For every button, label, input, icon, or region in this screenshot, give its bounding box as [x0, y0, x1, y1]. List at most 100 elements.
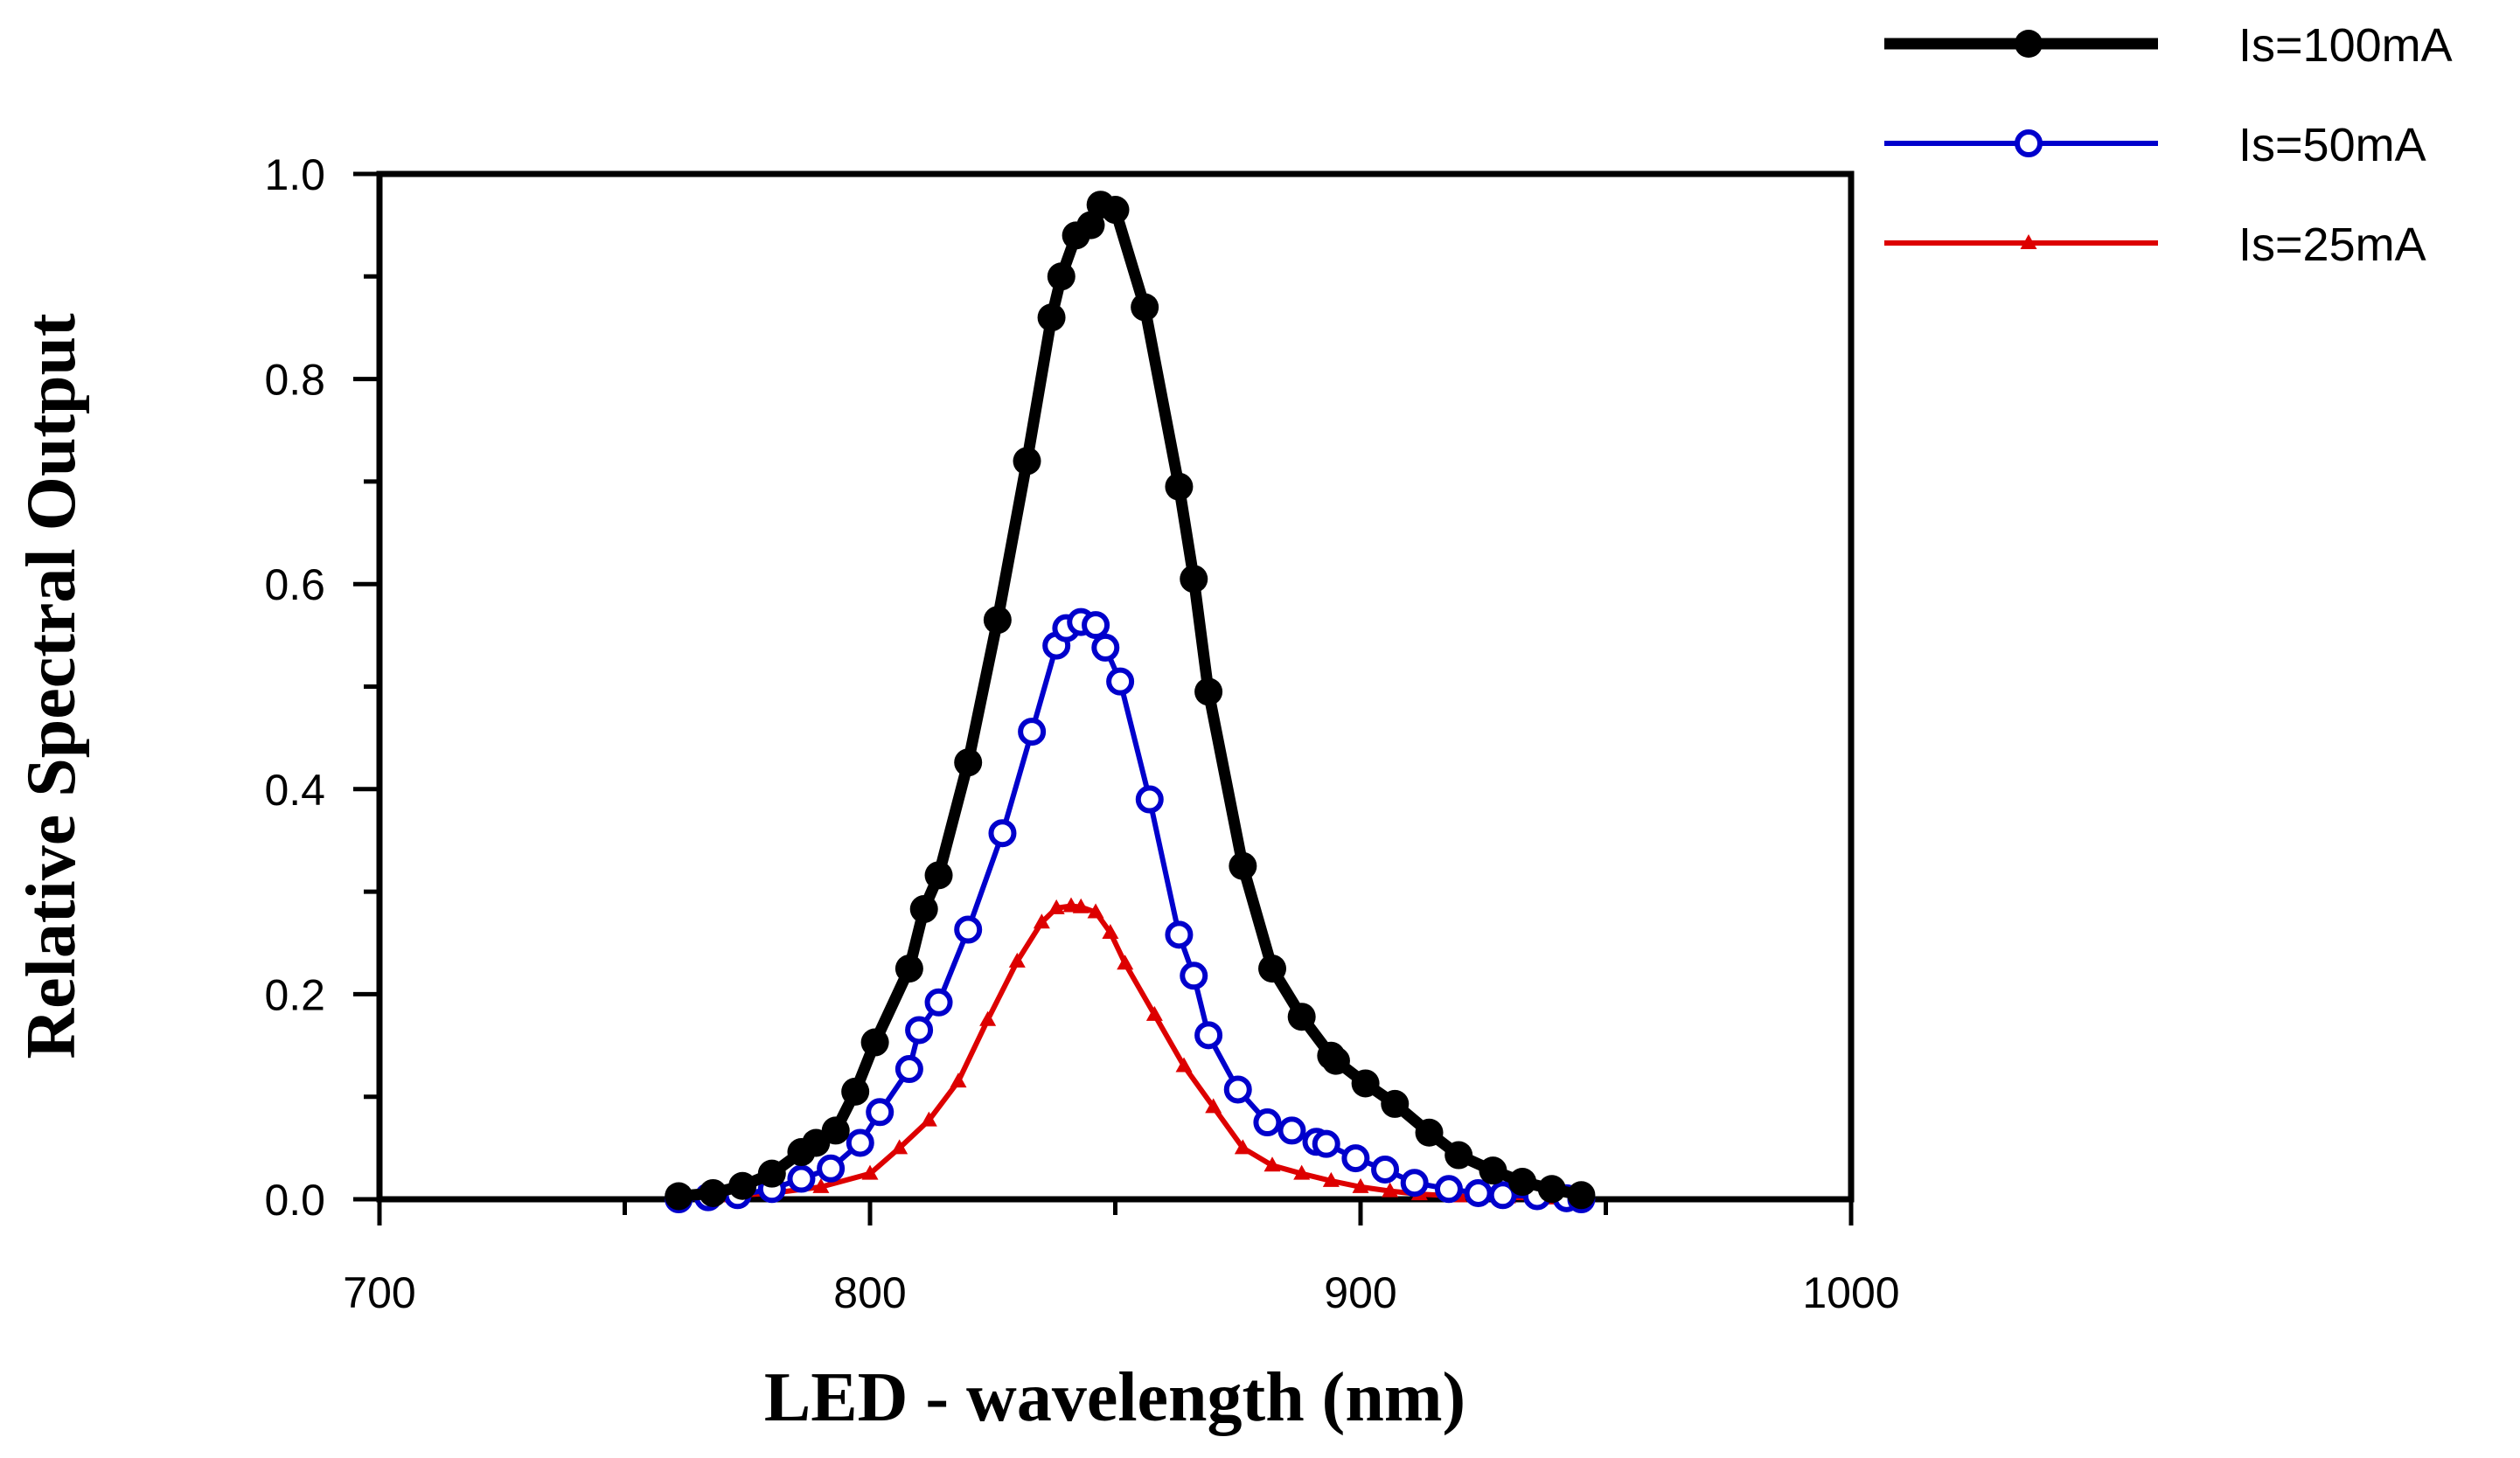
data-point: [895, 955, 923, 983]
data-point: [1145, 1005, 1163, 1021]
data-point: [1371, 1155, 1400, 1184]
legend: Is=100mA Is=50mA Is=25mA: [1884, 19, 2453, 271]
data-point: [1062, 897, 1080, 913]
data-point: [1205, 1098, 1222, 1114]
data-point: [1263, 1156, 1281, 1172]
data-point: [1567, 1181, 1596, 1210]
data-point: [920, 1111, 937, 1127]
data-point: [909, 895, 938, 924]
data-point: [1047, 262, 1076, 291]
axes: 700 800 900 1000 0.0 0.2 0.4 0.6 0.8 1.0: [264, 150, 1899, 1317]
legend-label: Is=50mA: [2238, 119, 2426, 171]
data-point: [1102, 924, 1119, 940]
series-Is=100mA: [665, 191, 1596, 1211]
data-point: [905, 1016, 934, 1045]
data-point: [1341, 1144, 1370, 1173]
data-point: [1464, 1178, 1493, 1207]
data-point: [728, 1171, 757, 1200]
legend-label: Is=25mA: [2238, 219, 2426, 271]
data-point: [699, 1178, 727, 1207]
data-point: [861, 1164, 879, 1180]
data-point: [846, 1128, 874, 1157]
data-point: [1234, 1139, 1251, 1155]
legend-marker: [2020, 234, 2037, 249]
data-point: [895, 1055, 923, 1084]
data-point: [1175, 1057, 1193, 1073]
data-point: [1312, 1129, 1340, 1158]
legend-entry: Is=50mA: [1884, 119, 2426, 171]
legend-entry: Is=25mA: [1884, 219, 2426, 271]
x-tick-label: 800: [833, 1268, 906, 1317]
data-point: [817, 1154, 846, 1183]
data-point: [1381, 1089, 1410, 1118]
data-point: [787, 1164, 816, 1193]
series-line: [678, 619, 1582, 1202]
data-point: [1488, 1181, 1517, 1210]
data-point: [1258, 955, 1287, 983]
data-point: [1253, 1108, 1282, 1137]
data-point: [812, 1177, 830, 1193]
data-point: [1135, 785, 1164, 814]
x-tick-label: 1000: [1802, 1268, 1899, 1317]
data-point: [1072, 898, 1089, 913]
x-tick-label: 700: [343, 1268, 415, 1317]
data-point: [1322, 1171, 1340, 1187]
data-point: [1194, 1021, 1223, 1050]
legend-marker: [2015, 129, 2043, 157]
legend-marker: [2015, 30, 2043, 58]
data-point: [1537, 1175, 1566, 1204]
data-point: [1352, 1177, 1369, 1193]
y-tick-label: 0.4: [264, 766, 325, 815]
data-point: [1444, 1141, 1473, 1170]
data-point: [1415, 1118, 1444, 1147]
data-point: [1400, 1169, 1429, 1198]
data-point: [1008, 952, 1026, 968]
data-point: [1165, 472, 1194, 501]
data-point: [821, 1116, 850, 1145]
data-point: [1382, 1182, 1399, 1198]
data-point: [924, 988, 953, 1017]
data-point: [1131, 293, 1159, 322]
data-point: [979, 1010, 997, 1026]
data-point: [1508, 1168, 1537, 1197]
y-tick-label: 0.6: [264, 560, 325, 609]
y-tick-label: 0.2: [264, 970, 325, 1019]
y-tick-label: 1.0: [264, 150, 325, 199]
data-point: [1013, 447, 1041, 476]
y-axis-title: Relative Spectral Output: [13, 313, 90, 1059]
data-point: [891, 1139, 908, 1155]
data-point: [665, 1182, 693, 1211]
data-point: [860, 1028, 889, 1057]
data-point: [1479, 1156, 1507, 1185]
data-point: [1180, 565, 1208, 594]
series-layer: [665, 191, 1596, 1213]
data-point: [1194, 677, 1223, 706]
legend-label: Is=100mA: [2238, 19, 2453, 72]
data-point: [1287, 1003, 1316, 1031]
legend-entry: Is=100mA: [1884, 19, 2453, 72]
data-point: [1082, 611, 1110, 640]
data-point: [1018, 718, 1047, 746]
data-point: [1165, 920, 1194, 949]
data-point: [866, 1098, 895, 1127]
data-point: [954, 748, 983, 777]
data-point: [950, 1073, 967, 1088]
data-point: [924, 861, 953, 890]
x-axis-title: LED - wavelength (nm): [764, 1359, 1465, 1436]
data-point: [1101, 196, 1130, 225]
data-point: [1048, 899, 1065, 914]
data-point: [1033, 913, 1050, 929]
data-point: [1434, 1175, 1463, 1204]
data-point: [841, 1077, 870, 1106]
data-point: [1117, 955, 1134, 970]
data-point: [1091, 633, 1120, 662]
data-point: [1293, 1164, 1311, 1180]
data-point: [983, 606, 1012, 635]
data-point: [1037, 303, 1066, 332]
y-tick-label: 0.8: [264, 356, 325, 405]
data-point: [1277, 1116, 1306, 1145]
data-point: [954, 915, 983, 944]
data-point: [1106, 667, 1135, 696]
series-Is=50mA: [665, 608, 1596, 1213]
